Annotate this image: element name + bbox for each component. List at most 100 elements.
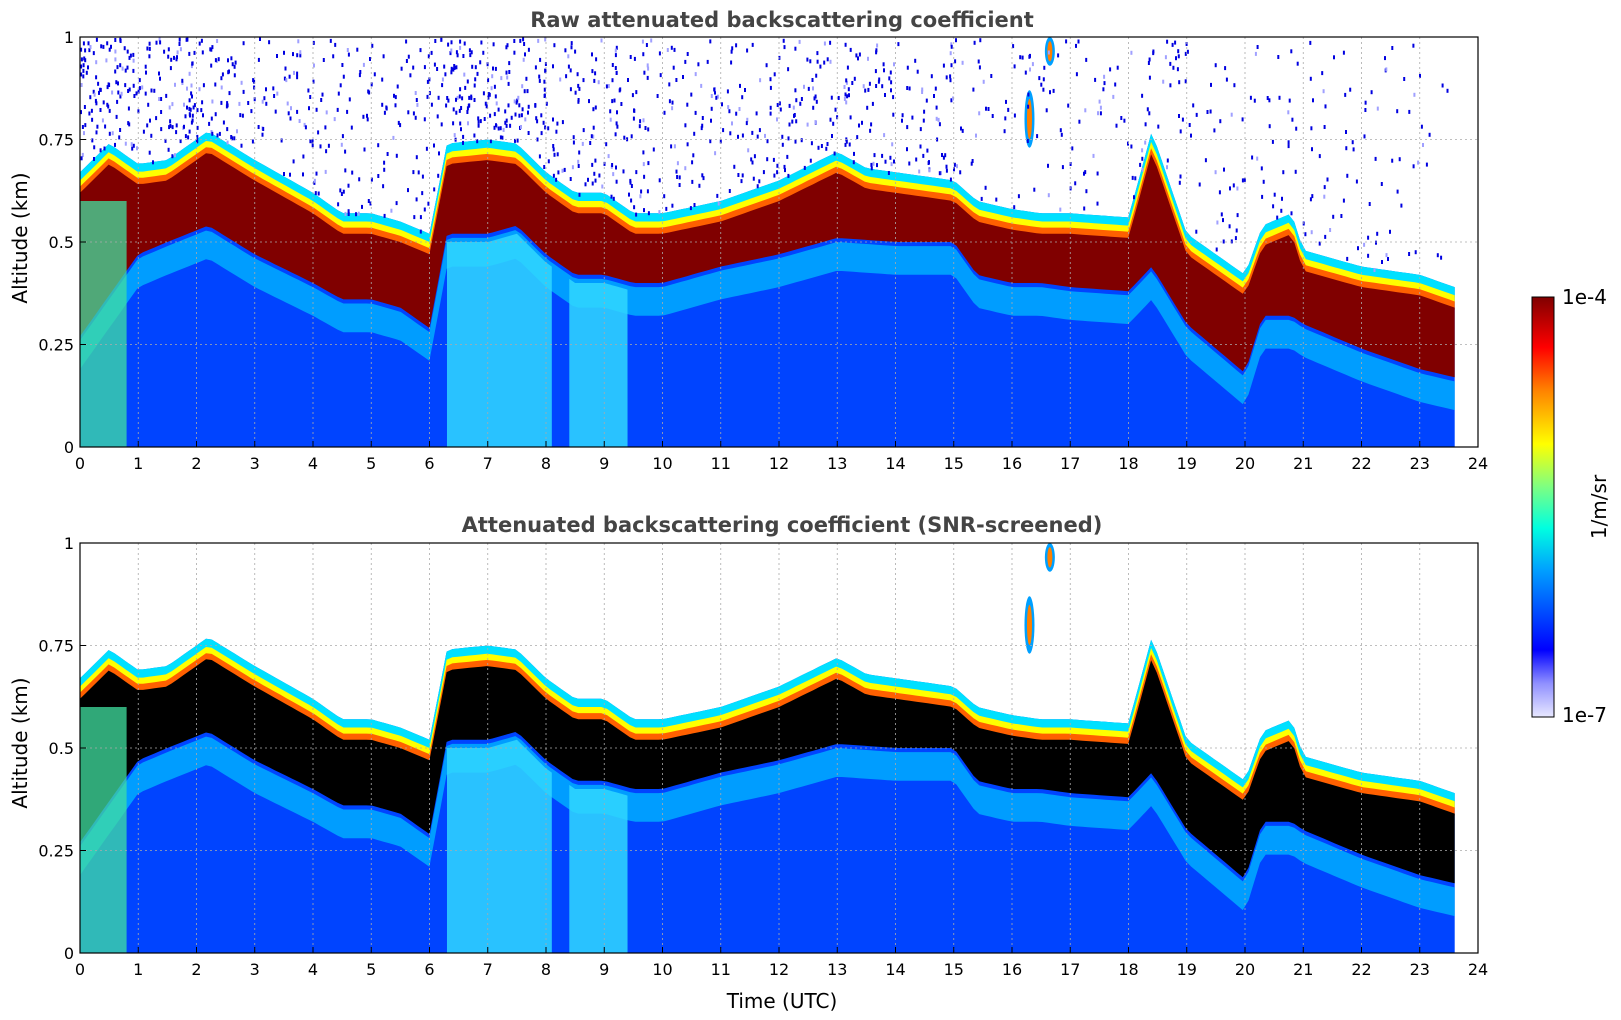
noise-pixel xyxy=(1043,65,1046,70)
noise-pixel xyxy=(538,78,541,83)
noise-pixel xyxy=(508,70,511,74)
noise-pixel xyxy=(92,89,95,94)
y-tick-label: 0 xyxy=(64,944,74,963)
noise-pixel xyxy=(671,100,674,105)
noise-pixel xyxy=(960,126,962,131)
noise-pixel xyxy=(944,153,947,158)
noise-pixel xyxy=(285,78,288,83)
noise-pixel xyxy=(201,50,204,55)
column-1 xyxy=(569,278,628,447)
noise-pixel xyxy=(1346,256,1349,261)
noise-pixel xyxy=(1396,189,1399,194)
layer-edge-yellow xyxy=(80,141,1455,304)
noise-pixel xyxy=(183,124,185,129)
noise-pixel xyxy=(623,135,626,140)
noise-pixel xyxy=(413,215,416,220)
noise-pixel xyxy=(633,56,636,61)
noise-pixel xyxy=(181,81,184,85)
noise-pixel xyxy=(538,154,541,159)
noise-pixel xyxy=(311,139,314,144)
noise-pixel xyxy=(587,177,589,182)
noise-pixel xyxy=(1241,178,1244,183)
noise-pixel xyxy=(108,131,111,136)
noise-pixel xyxy=(595,57,598,62)
noise-pixel xyxy=(776,117,778,122)
x-tick-label: 20 xyxy=(1235,454,1255,473)
noise-pixel xyxy=(1029,53,1031,58)
noise-pixel xyxy=(979,38,982,43)
noise-pixel xyxy=(642,52,645,57)
noise-pixel xyxy=(852,160,855,165)
y-tick-label: 1 xyxy=(64,534,74,553)
noise-pixel xyxy=(697,62,700,67)
noise-pixel xyxy=(809,59,812,64)
noise-pixel xyxy=(1176,67,1179,72)
noise-pixel xyxy=(605,142,608,147)
noise-pixel xyxy=(314,191,317,196)
noise-pixel xyxy=(692,153,695,158)
noise-pixel xyxy=(1224,66,1227,71)
noise-pixel xyxy=(192,105,195,110)
x-tick-label: 1 xyxy=(133,454,143,473)
noise-pixel xyxy=(184,114,187,119)
noise-pixel xyxy=(433,62,436,67)
noise-pixel xyxy=(870,162,873,167)
noise-pixel xyxy=(200,38,203,43)
noise-pixel xyxy=(735,111,738,116)
x-tick-label: 5 xyxy=(366,454,376,473)
noise-pixel xyxy=(673,47,676,52)
noise-pixel xyxy=(982,79,985,84)
noise-pixel xyxy=(132,83,135,88)
noise-pixel xyxy=(128,87,131,92)
noise-pixel xyxy=(444,72,447,77)
noise-pixel xyxy=(174,82,176,87)
noise-pixel xyxy=(344,149,347,154)
noise-pixel xyxy=(868,81,871,86)
noise-pixel xyxy=(582,78,585,83)
noise-pixel xyxy=(303,122,306,127)
noise-pixel xyxy=(876,43,879,48)
noise-pixel xyxy=(456,95,459,100)
noise-pixel xyxy=(847,87,850,92)
noise-pixel xyxy=(752,176,755,181)
noise-pixel xyxy=(304,125,307,130)
noise-pixel xyxy=(1249,95,1252,100)
noise-pixel xyxy=(871,101,874,106)
noise-pixel xyxy=(230,56,233,61)
y-tick-label: 1 xyxy=(64,28,74,47)
noise-pixel xyxy=(80,110,82,115)
noise-pixel xyxy=(853,76,856,81)
noise-pixel xyxy=(242,89,245,94)
noise-pixel xyxy=(1166,158,1169,163)
noise-pixel xyxy=(1311,194,1314,199)
noise-pixel xyxy=(813,96,816,101)
noise-pixel xyxy=(153,88,156,93)
noise-pixel xyxy=(594,178,597,183)
noise-pixel xyxy=(320,98,323,102)
noise-pixel xyxy=(455,50,458,55)
noise-pixel xyxy=(1013,113,1016,118)
noise-pixel xyxy=(502,127,505,132)
noise-pixel xyxy=(1206,110,1209,114)
noise-pixel xyxy=(363,147,366,152)
noise-pixel xyxy=(436,67,439,71)
noise-pixel xyxy=(1351,140,1354,145)
noise-pixel xyxy=(1342,198,1345,203)
noise-pixel xyxy=(497,107,500,112)
noise-pixel xyxy=(638,124,641,129)
noise-pixel xyxy=(787,173,790,178)
noise-pixel xyxy=(858,52,861,57)
noise-pixel xyxy=(227,58,229,63)
noise-pixel xyxy=(81,125,84,129)
noise-pixel xyxy=(334,42,337,47)
noise-pixel xyxy=(642,150,645,155)
noise-pixel xyxy=(211,45,214,50)
isolated-feature-core-0 xyxy=(1026,98,1032,140)
noise-pixel xyxy=(175,57,178,62)
noise-pixel xyxy=(594,158,597,163)
noise-pixel xyxy=(1229,186,1231,191)
noise-pixel xyxy=(923,109,926,114)
noise-pixel xyxy=(188,129,191,134)
noise-pixel xyxy=(632,116,635,121)
noise-pixel xyxy=(450,40,453,45)
